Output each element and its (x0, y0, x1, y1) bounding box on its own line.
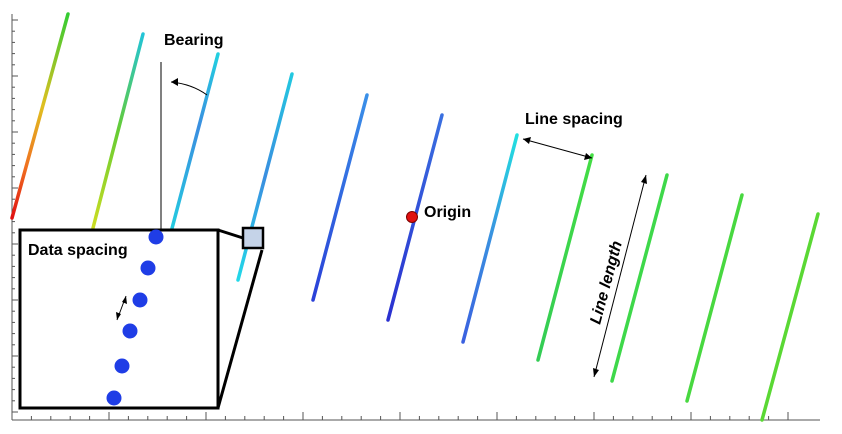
line-length-arrowhead-top (641, 175, 647, 184)
data-point (140, 260, 156, 276)
data-points (106, 229, 164, 406)
line-length-arrowhead-bottom (593, 368, 599, 377)
line-spacing-arrowhead-left (523, 137, 531, 144)
bearing-label: Bearing (164, 32, 224, 49)
line-length-annotation: Line length (587, 174, 647, 378)
inset-connector-top (217, 228, 244, 240)
data-spacing-inset: Data spacing (18, 226, 265, 410)
origin-label: Origin (424, 204, 471, 221)
data-point (106, 390, 122, 406)
survey-line-8 (536, 153, 594, 362)
data-point (122, 323, 138, 339)
survey-line-3 (168, 52, 220, 238)
inset-connector-bottom (216, 249, 264, 409)
inset-frame (18, 228, 220, 410)
data-point (132, 292, 148, 308)
survey-line-1 (10, 12, 70, 220)
left-axis-ticks (12, 19, 18, 413)
data-spacing-arrow (116, 295, 127, 321)
survey-line-7 (461, 133, 519, 344)
survey-line-10 (685, 193, 744, 403)
survey-line-11 (760, 212, 820, 422)
bottom-axis (11, 412, 820, 421)
bearing-annotation: Bearing (160, 32, 224, 230)
origin-marker (406, 211, 418, 223)
inset-source-box (241, 226, 265, 250)
line-spacing-annotation: Line spacing (522, 111, 623, 160)
line-spacing-label: Line spacing (525, 111, 623, 128)
line-spacing-arrowhead-right (584, 153, 592, 160)
data-spacing-label: Data spacing (28, 242, 128, 259)
line-spacing-arrow (522, 138, 593, 159)
bearing-arrowhead (171, 78, 178, 86)
survey-line-9 (610, 173, 669, 383)
line-length-arrow (593, 174, 647, 378)
survey-line-2 (91, 32, 145, 230)
data-point (148, 229, 164, 245)
line-length-label: Line length (587, 239, 626, 326)
bottom-axis-ticks (11, 412, 789, 420)
survey-line-5 (311, 93, 369, 302)
origin-annotation: Origin (406, 204, 471, 223)
data-point (114, 358, 130, 374)
